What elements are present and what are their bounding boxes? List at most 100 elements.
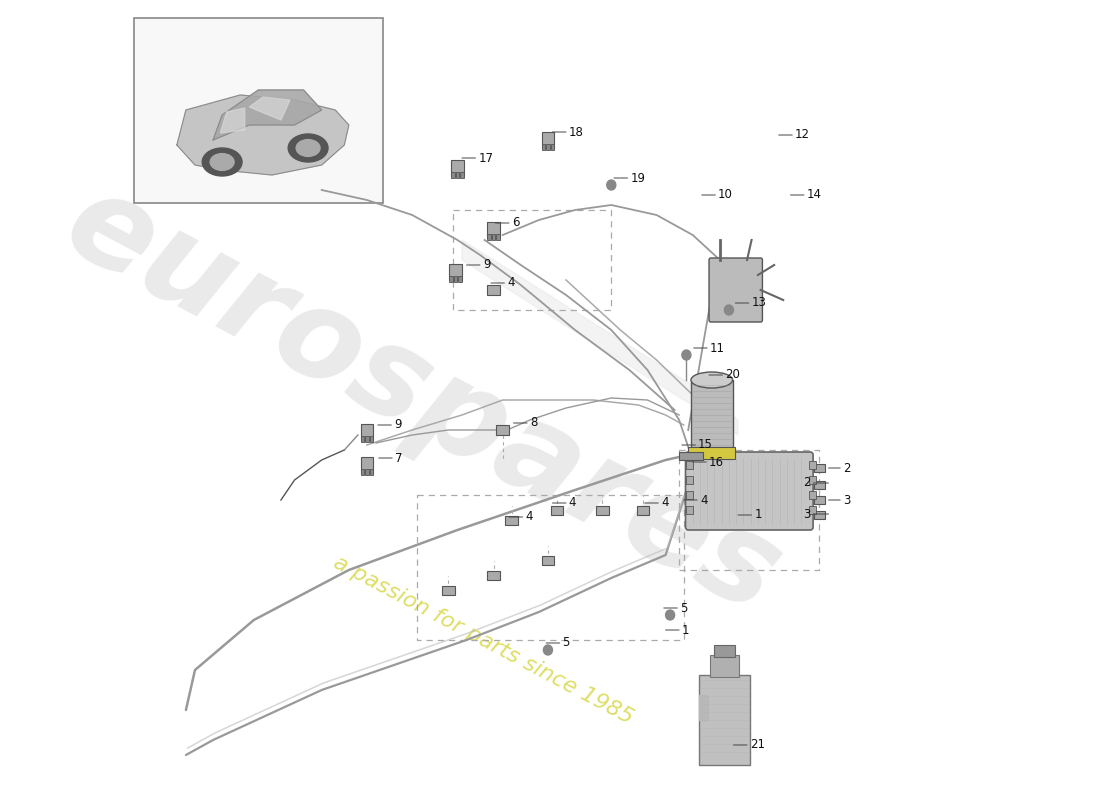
Text: 18: 18 <box>552 126 584 138</box>
Bar <box>370 469 373 475</box>
Bar <box>714 645 735 657</box>
Bar <box>449 276 453 282</box>
Bar <box>487 285 500 295</box>
Bar <box>487 570 500 579</box>
Bar <box>459 276 462 282</box>
Text: 6: 6 <box>495 217 519 230</box>
Text: 9: 9 <box>377 418 402 431</box>
Text: 12: 12 <box>779 129 810 142</box>
Bar <box>361 469 364 475</box>
Text: eurospares: eurospares <box>46 161 801 639</box>
Bar <box>365 469 369 475</box>
Text: 15: 15 <box>682 438 713 451</box>
Circle shape <box>682 350 691 360</box>
Bar <box>691 380 733 452</box>
Bar <box>496 234 500 240</box>
Bar <box>365 436 369 442</box>
Text: 5: 5 <box>663 602 688 614</box>
Text: 4: 4 <box>684 494 707 506</box>
Polygon shape <box>213 90 321 140</box>
Bar <box>442 586 454 594</box>
Bar <box>685 461 693 469</box>
Ellipse shape <box>210 154 234 170</box>
Bar <box>505 515 518 525</box>
FancyBboxPatch shape <box>710 258 762 322</box>
Text: 1: 1 <box>666 623 690 637</box>
Text: 4: 4 <box>645 497 669 510</box>
Bar <box>685 491 693 499</box>
Text: 13: 13 <box>735 297 767 310</box>
Text: 9: 9 <box>466 258 491 271</box>
FancyBboxPatch shape <box>685 452 813 530</box>
Text: 1: 1 <box>738 509 762 522</box>
Circle shape <box>666 610 674 620</box>
Bar <box>541 555 554 565</box>
Text: 4: 4 <box>552 497 576 510</box>
Bar <box>814 481 825 489</box>
Polygon shape <box>220 108 245 133</box>
Bar <box>689 447 735 459</box>
Text: 4: 4 <box>491 277 515 290</box>
Bar <box>449 264 462 280</box>
Bar <box>710 655 739 677</box>
Text: a passion for parts since 1985: a passion for parts since 1985 <box>330 552 636 728</box>
Text: 4: 4 <box>509 510 532 523</box>
Text: 2: 2 <box>828 462 850 474</box>
Ellipse shape <box>202 148 242 176</box>
Bar <box>596 506 608 514</box>
Bar <box>808 476 816 484</box>
Bar <box>455 172 459 178</box>
Text: 8: 8 <box>514 417 537 430</box>
Polygon shape <box>177 95 349 175</box>
Bar <box>679 452 703 460</box>
Ellipse shape <box>288 134 328 162</box>
Text: 11: 11 <box>694 342 725 354</box>
Bar <box>361 457 373 473</box>
Text: 3: 3 <box>803 507 828 521</box>
Polygon shape <box>462 240 738 435</box>
Bar <box>370 436 373 442</box>
Bar <box>551 144 554 150</box>
Circle shape <box>543 645 552 655</box>
Ellipse shape <box>296 139 320 157</box>
Bar <box>637 506 649 514</box>
Bar <box>361 436 364 442</box>
Text: 17: 17 <box>462 151 493 165</box>
Bar <box>685 476 693 484</box>
Text: 21: 21 <box>734 738 764 751</box>
Bar <box>700 675 750 765</box>
Bar <box>451 172 454 178</box>
Text: 3: 3 <box>828 494 850 506</box>
Bar <box>814 464 825 472</box>
Bar <box>685 506 693 514</box>
Circle shape <box>725 305 734 315</box>
Polygon shape <box>250 97 290 120</box>
Text: 2: 2 <box>803 477 828 490</box>
Bar <box>487 234 491 240</box>
Bar <box>361 424 373 440</box>
Text: 7: 7 <box>378 451 403 465</box>
Text: 10: 10 <box>702 189 733 202</box>
Bar <box>546 144 550 150</box>
Bar <box>551 506 563 514</box>
Text: 20: 20 <box>710 369 740 382</box>
Text: 16: 16 <box>693 455 724 469</box>
Bar <box>541 132 554 148</box>
Bar <box>814 511 825 519</box>
Bar <box>134 18 383 203</box>
Bar <box>814 496 825 504</box>
Text: 19: 19 <box>614 171 646 185</box>
Bar <box>492 234 495 240</box>
Circle shape <box>607 180 616 190</box>
Polygon shape <box>700 695 708 720</box>
Text: 5: 5 <box>546 637 570 650</box>
Bar <box>460 172 464 178</box>
Bar <box>541 144 546 150</box>
Bar <box>496 425 509 435</box>
Bar <box>808 491 816 499</box>
Text: 14: 14 <box>791 189 822 202</box>
Bar <box>454 276 458 282</box>
Bar <box>451 160 464 176</box>
Bar <box>808 461 816 469</box>
Bar <box>808 506 816 514</box>
